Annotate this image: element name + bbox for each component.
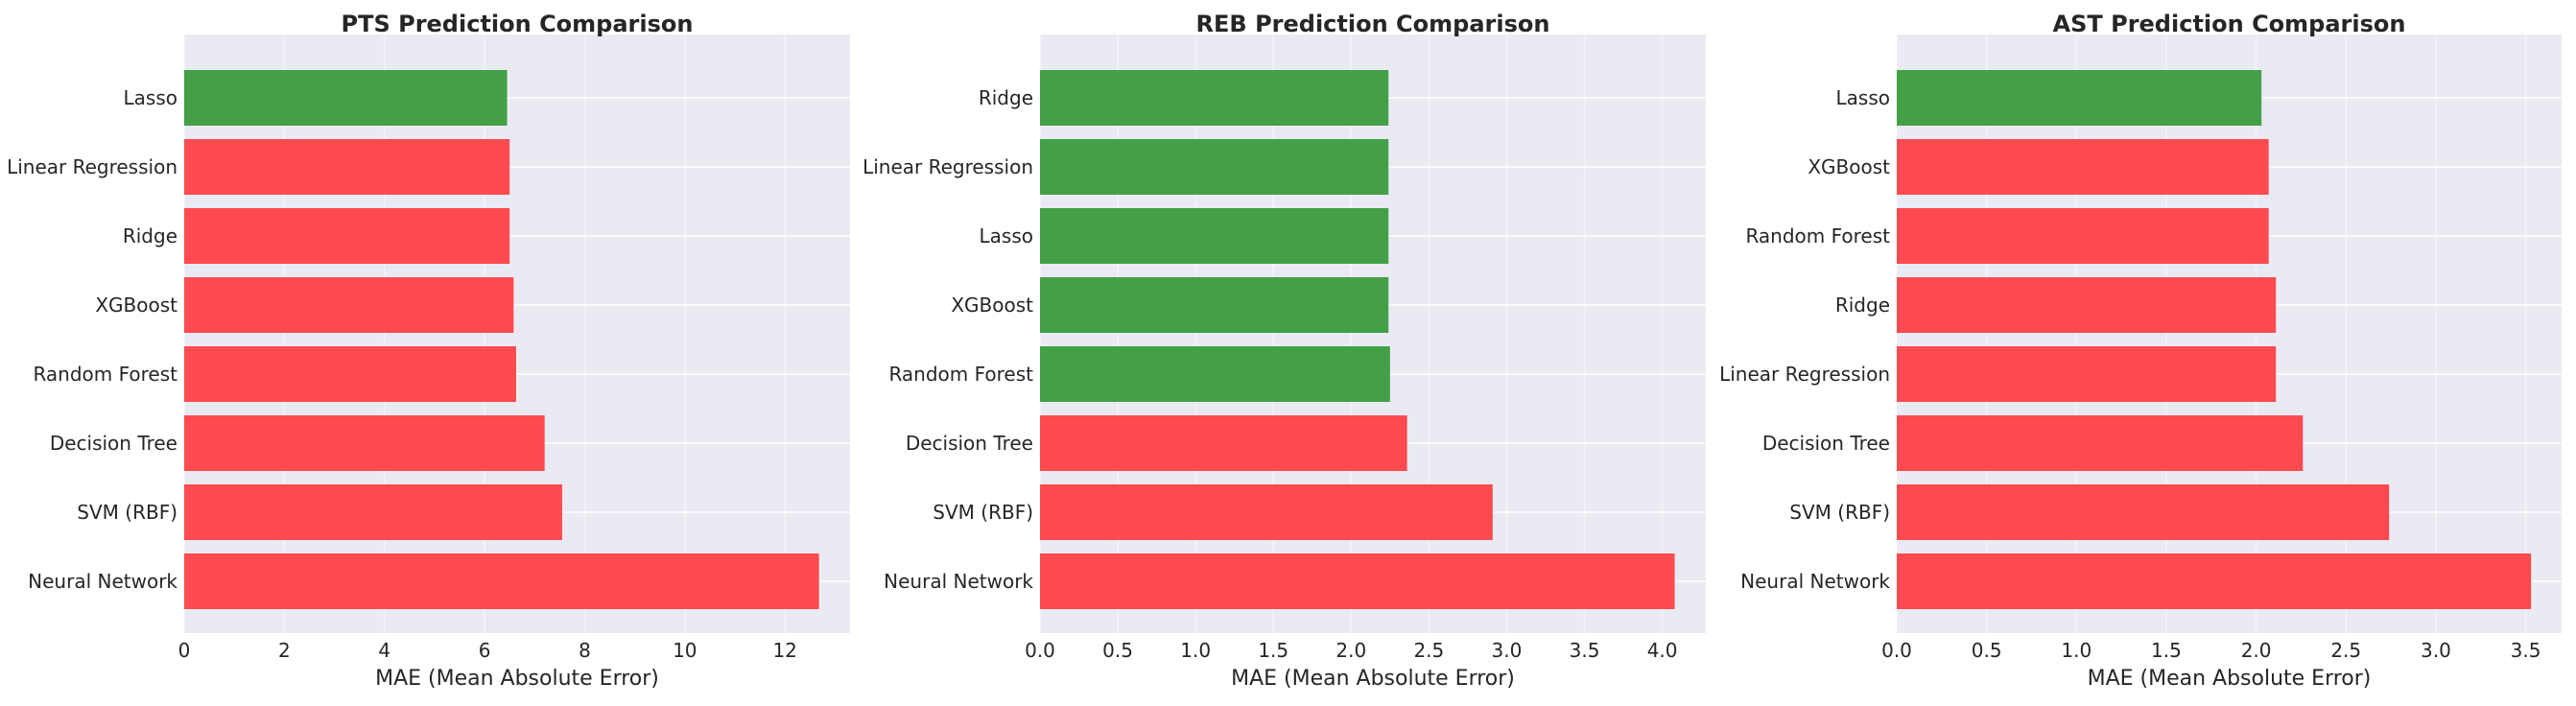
x-tick-label: 0.5 xyxy=(1102,639,1133,662)
x-tick-label: 2.5 xyxy=(1413,639,1444,662)
x-tick-label: 1.0 xyxy=(1180,639,1211,662)
y-tick-label: Neural Network xyxy=(1740,570,1890,593)
x-tick-label: 3.5 xyxy=(1570,639,1600,662)
bar xyxy=(1897,553,2532,609)
x-tick-label: 8 xyxy=(579,639,591,662)
x-tick-label: 3.0 xyxy=(1492,639,1523,662)
bar xyxy=(1897,346,2277,402)
x-tick-label: 2 xyxy=(278,639,291,662)
chart-title: AST Prediction Comparison xyxy=(2053,11,2406,37)
bar xyxy=(184,208,510,264)
y-tick-label: Ridge xyxy=(123,224,177,247)
bar xyxy=(1897,70,2262,126)
y-tick-label: Ridge xyxy=(979,86,1033,109)
x-tick-label: 2.0 xyxy=(1335,639,1366,662)
y-tick-label: Random Forest xyxy=(1745,224,1890,247)
x-axis-label: MAE (Mean Absolute Error) xyxy=(1231,667,1515,691)
chart-panel-1: Lasso Linear Regression Ridge XGBoost Random… xyxy=(7,11,850,691)
bar xyxy=(184,553,819,609)
y-tick-label: SVM (RBF) xyxy=(1789,501,1890,524)
y-tick-label: Neural Network xyxy=(884,570,1033,593)
bar xyxy=(184,70,508,126)
y-tick-label: Lasso xyxy=(124,86,177,109)
x-tick-label: 1.5 xyxy=(1258,639,1288,662)
bar xyxy=(1897,484,2390,540)
x-tick-label: 2.0 xyxy=(2241,639,2272,662)
y-tick-label: Ridge xyxy=(1835,294,1890,317)
x-tick-label: 12 xyxy=(772,639,796,662)
x-tick-label: 0 xyxy=(178,639,191,662)
y-tick-label: Random Forest xyxy=(33,363,177,386)
bar xyxy=(1897,277,2277,333)
x-tick-label: 1.0 xyxy=(2061,639,2092,662)
chart-panel-2: Ridge Linear Regression Lasso XGBoost Random… xyxy=(863,11,1706,691)
y-tick-label: Decision Tree xyxy=(50,432,177,455)
x-tick-label: 3.5 xyxy=(2511,639,2541,662)
bar xyxy=(184,484,562,540)
y-tick-label: Random Forest xyxy=(888,363,1033,386)
x-axis-label: MAE (Mean Absolute Error) xyxy=(375,667,659,691)
x-axis-label: MAE (Mean Absolute Error) xyxy=(2088,667,2372,691)
bar xyxy=(184,346,516,402)
x-tick-label: 6 xyxy=(479,639,491,662)
bar xyxy=(184,415,545,471)
bar xyxy=(1897,139,2269,195)
y-tick-label: XGBoost xyxy=(951,294,1033,317)
y-tick-label: Linear Regression xyxy=(1719,363,1890,386)
bar xyxy=(1897,208,2269,264)
x-tick-label: 10 xyxy=(673,639,697,662)
y-tick-label: Linear Regression xyxy=(863,155,1033,178)
bar xyxy=(1040,70,1389,126)
bar xyxy=(1040,208,1389,264)
bar xyxy=(1040,415,1407,471)
bar xyxy=(1040,484,1493,540)
y-tick-label: SVM (RBF) xyxy=(77,501,177,524)
bar xyxy=(184,139,510,195)
x-tick-label: 0.0 xyxy=(1881,639,1912,662)
y-tick-label: Decision Tree xyxy=(906,432,1033,455)
x-tick-label: 3.0 xyxy=(2421,639,2451,662)
bar xyxy=(1040,553,1675,609)
bar xyxy=(1040,139,1389,195)
bar xyxy=(1897,415,2304,471)
chart-title: REB Prediction Comparison xyxy=(1196,11,1550,37)
y-tick-label: Linear Regression xyxy=(7,155,177,178)
bar xyxy=(184,277,514,333)
x-tick-label: 0.0 xyxy=(1025,639,1055,662)
chart-panel-3: Lasso XGBoost Random Forest Ridge Linear Reg… xyxy=(1719,11,2562,691)
y-tick-label: Lasso xyxy=(980,224,1033,247)
x-tick-label: 4 xyxy=(378,639,390,662)
y-tick-label: XGBoost xyxy=(1808,155,1890,178)
y-tick-label: XGBoost xyxy=(95,294,177,317)
x-tick-label: 2.5 xyxy=(2330,639,2361,662)
y-tick-label: SVM (RBF) xyxy=(933,501,1033,524)
bar xyxy=(1040,277,1389,333)
x-tick-label: 0.5 xyxy=(1972,639,2002,662)
bar xyxy=(1040,346,1390,402)
y-tick-label: Decision Tree xyxy=(1762,432,1890,455)
chart-title: PTS Prediction Comparison xyxy=(342,11,694,37)
x-tick-label: 4.0 xyxy=(1647,639,1678,662)
y-tick-label: Neural Network xyxy=(28,570,177,593)
x-tick-label: 1.5 xyxy=(2151,639,2182,662)
y-tick-label: Lasso xyxy=(1836,86,1890,109)
